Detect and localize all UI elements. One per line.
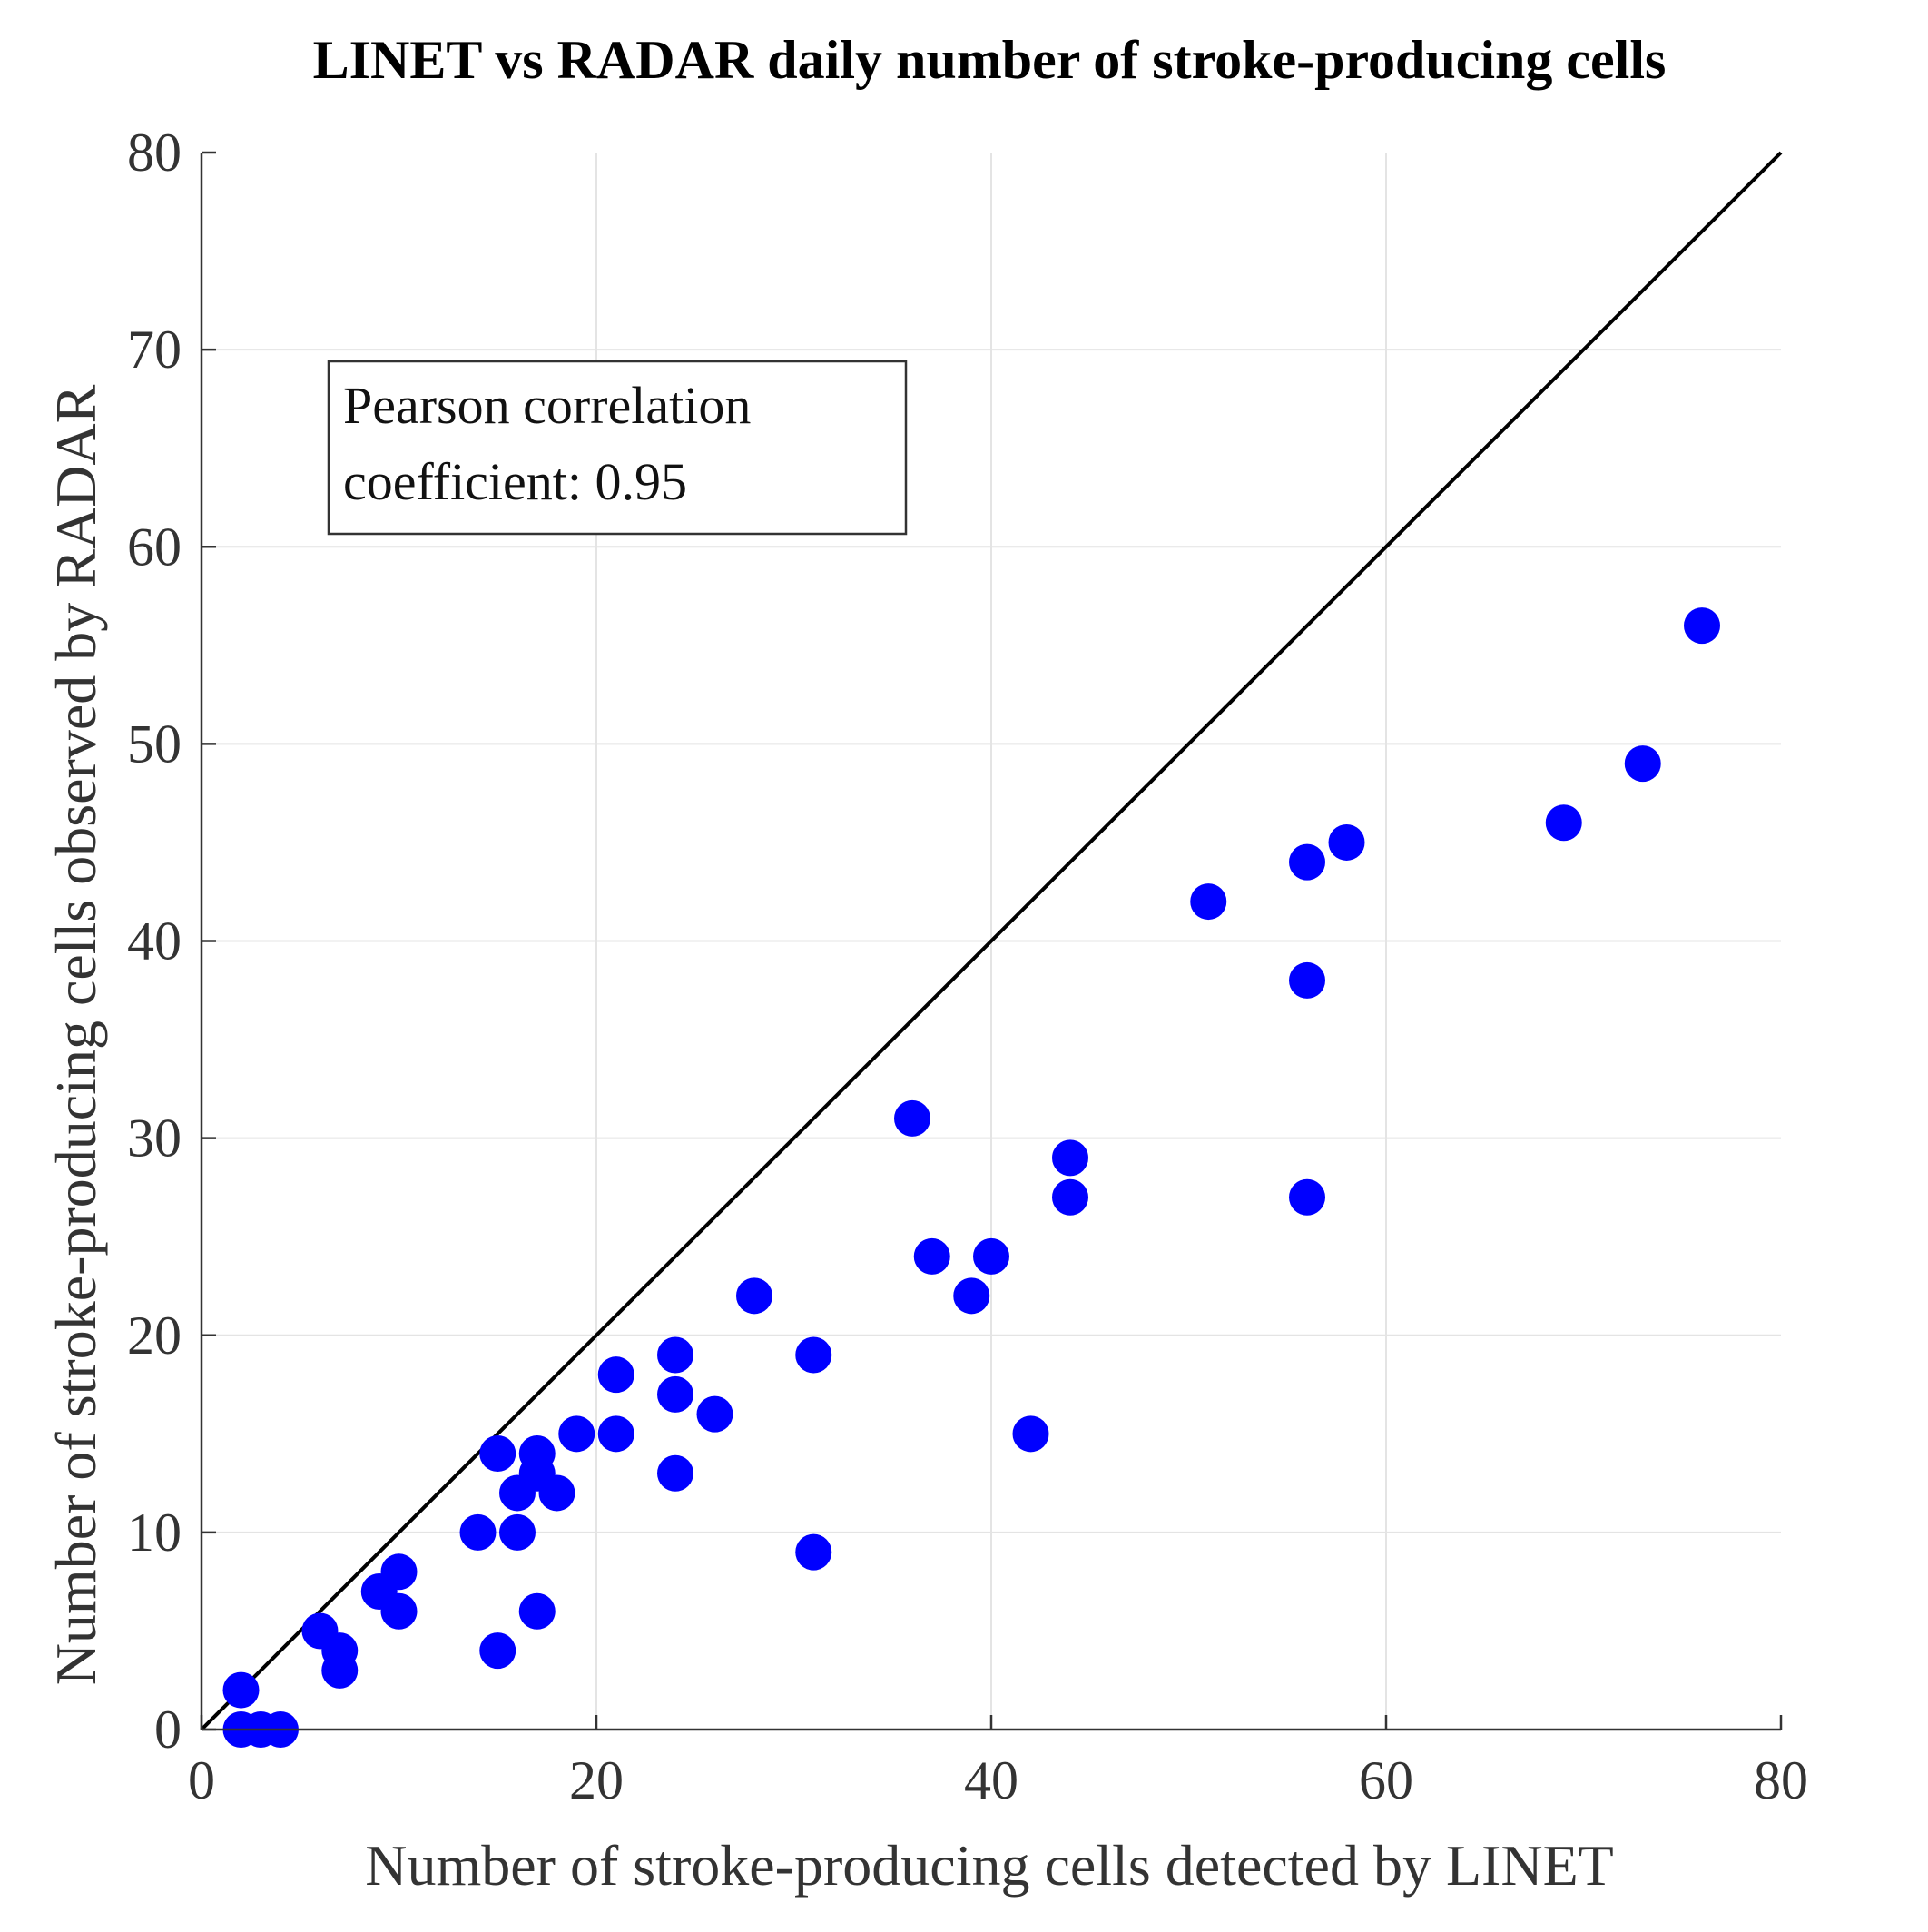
y-tick-label: 70 [127,320,182,380]
data-point [657,1454,693,1492]
annotation-line-2: coefficient: 0.95 [343,452,687,511]
y-tick-label: 40 [127,912,182,971]
data-point [380,1592,418,1630]
y-tick-label: 0 [154,1700,182,1760]
data-point [1052,1178,1088,1216]
data-point [499,1513,536,1551]
y-tick-label: 80 [127,123,182,182]
x-tick-label: 40 [964,1750,1018,1810]
data-point [597,1356,634,1394]
x-tick-label: 80 [1754,1750,1808,1810]
data-point [518,1592,556,1630]
data-point [795,1533,832,1571]
correlation-annotation: Pearson correlation coefficient: 0.95 [327,360,908,536]
data-points [222,607,1720,1748]
y-tick-label: 50 [127,714,182,774]
data-point [973,1237,1009,1275]
y-tick-label: 60 [127,517,182,577]
x-tick-labels: 0 20 40 60 80 [188,1750,1808,1810]
data-point [1328,823,1365,861]
data-point [479,1435,516,1473]
x-tick-label: 60 [1359,1750,1413,1810]
data-point [380,1553,418,1591]
y-tick-label: 20 [127,1306,182,1365]
data-point [894,1099,930,1137]
data-point [736,1277,772,1315]
data-point [1289,843,1325,881]
data-point [953,1277,990,1315]
data-point [696,1395,733,1433]
chart-title: LINET vs RADAR daily number of stroke-pr… [313,30,1667,90]
data-point [657,1336,693,1374]
data-point [1684,607,1720,645]
y-tick-labels: 0 10 20 30 40 50 60 70 80 [127,123,182,1760]
y-axis-label: Number of stroke-producing cells observe… [44,384,108,1685]
data-point [321,1651,359,1689]
axes-frame [200,151,1783,1731]
one-to-one-line [200,151,1783,1731]
data-point [1545,804,1582,842]
data-point [1624,745,1661,783]
data-point [1190,883,1227,921]
data-point [597,1415,634,1453]
data-point [1289,1178,1325,1216]
annotation-line-1: Pearson correlation [343,376,751,435]
data-point [657,1375,693,1413]
data-point [459,1513,497,1551]
data-point [1012,1415,1049,1453]
annotation-box [327,360,908,536]
x-axis-label: Number of stroke-producing cells detecte… [365,1833,1614,1898]
data-point [538,1474,575,1512]
data-point [913,1237,950,1275]
reference-line-group [200,151,1783,1731]
y-tick-label: 10 [127,1503,182,1562]
data-point [222,1671,260,1709]
data-point [1289,961,1325,999]
data-point [558,1415,595,1453]
data-point [1052,1139,1088,1177]
x-tick-label: 0 [188,1750,215,1810]
x-tick-label: 20 [569,1750,624,1810]
data-point [479,1632,516,1670]
data-point [795,1336,832,1374]
y-tick-label: 30 [127,1109,182,1168]
